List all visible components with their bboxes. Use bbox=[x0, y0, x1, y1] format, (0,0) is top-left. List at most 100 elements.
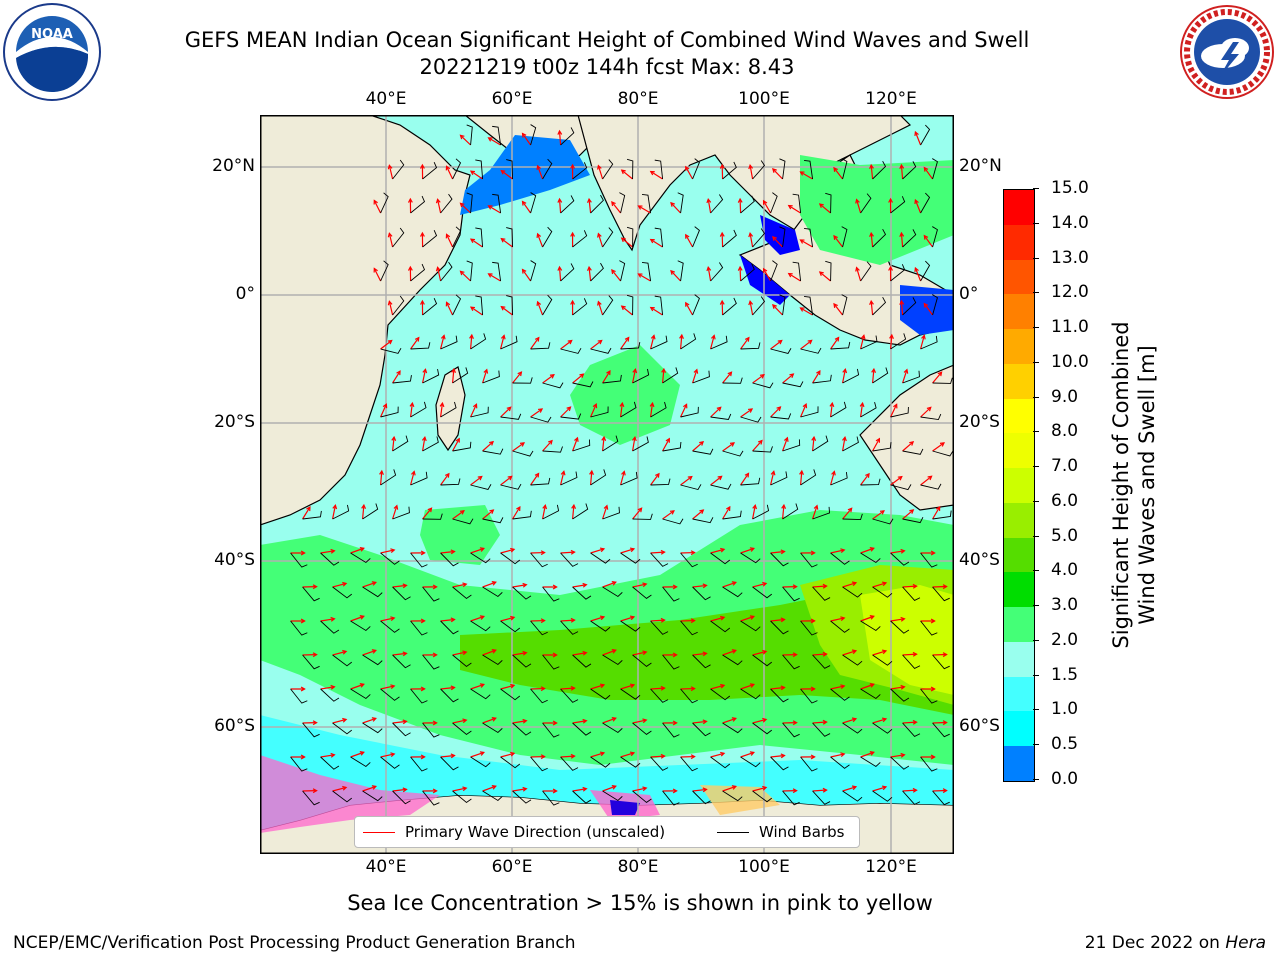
colorbar-tick-label: 14.0 bbox=[1051, 212, 1089, 233]
wave-arrow bbox=[560, 551, 575, 554]
wind-barb bbox=[620, 688, 641, 700]
wave-arrow-head bbox=[542, 504, 548, 510]
wind-barb bbox=[475, 159, 484, 180]
colorbar-segment bbox=[1004, 190, 1034, 225]
wind-barb bbox=[752, 382, 774, 389]
wave-arrow bbox=[812, 370, 821, 384]
wave-arrow-head bbox=[909, 509, 915, 514]
wind-barb bbox=[440, 401, 457, 418]
wind-barb bbox=[492, 193, 502, 214]
wave-arrow-head bbox=[780, 549, 786, 555]
wave-arrow-head bbox=[552, 652, 558, 658]
wave-arrow-head bbox=[822, 719, 828, 725]
wave-arrow-head bbox=[589, 469, 594, 475]
wave-low-icebound bbox=[260, 715, 954, 830]
colorbar-segment bbox=[1004, 711, 1034, 747]
wind-barb bbox=[902, 517, 924, 524]
wave-arrow bbox=[460, 270, 472, 282]
wave-arrow-head bbox=[685, 301, 690, 307]
wave-arrow bbox=[460, 202, 472, 214]
wave-arrow-head bbox=[371, 649, 377, 654]
wave-arrow bbox=[752, 718, 767, 724]
wind-barb bbox=[782, 586, 800, 602]
wave-arrow bbox=[752, 374, 765, 384]
wind-barb bbox=[362, 586, 383, 598]
wind-barb bbox=[902, 586, 921, 601]
wave-arrow bbox=[772, 304, 784, 316]
wind-barb bbox=[800, 620, 818, 636]
wave-arrow bbox=[482, 581, 496, 588]
wind-barb bbox=[470, 688, 491, 700]
wave-arrow-head bbox=[851, 785, 858, 791]
wave-arrow-head bbox=[670, 201, 675, 207]
wave-arrow-head bbox=[390, 752, 396, 758]
wind-barb bbox=[542, 654, 560, 670]
wave-arrow-head bbox=[469, 333, 474, 339]
wave-arrow bbox=[452, 583, 467, 588]
wind-barb bbox=[920, 335, 938, 350]
wind-barb bbox=[590, 194, 604, 214]
chart-subtitle: 20221219 t00z 144h fcst Max: 8.43 bbox=[419, 55, 795, 79]
wave-arrow-head bbox=[332, 504, 338, 510]
wave-arrow-head bbox=[432, 720, 438, 726]
wind-barb bbox=[841, 226, 848, 248]
wind-barb bbox=[722, 654, 743, 666]
wave-arrow-head bbox=[359, 615, 365, 620]
wave-arrow bbox=[500, 616, 515, 622]
wave-arrow-head bbox=[869, 615, 875, 620]
wave-arrow bbox=[537, 165, 544, 180]
wind-barb bbox=[641, 193, 652, 214]
wave-arrow bbox=[800, 171, 813, 180]
wave-arrow-head bbox=[629, 751, 636, 757]
wind-barb bbox=[572, 381, 594, 388]
wave-arrow bbox=[752, 440, 763, 452]
wave-arrow-head bbox=[799, 239, 805, 244]
wave-arrow bbox=[685, 234, 694, 248]
wave-arrow-head bbox=[926, 406, 932, 412]
wind-barb bbox=[452, 367, 469, 384]
wind-barb bbox=[422, 722, 440, 738]
colorbar-tick-label: 9.0 bbox=[1051, 386, 1079, 407]
wind-barb bbox=[650, 688, 669, 703]
wave-arrow-head bbox=[611, 581, 617, 586]
wave-arrow bbox=[650, 755, 665, 758]
wave-arrow bbox=[739, 198, 742, 214]
wind-barb bbox=[662, 654, 680, 670]
wind-barb bbox=[890, 196, 906, 214]
wave-arrow bbox=[500, 475, 513, 486]
wave-arrow bbox=[811, 437, 815, 452]
wave-arrow-head bbox=[459, 134, 465, 140]
wave-arrow-head bbox=[783, 436, 789, 442]
wind-barb bbox=[422, 297, 438, 316]
wind-barb bbox=[782, 722, 800, 738]
footer-date-text: 21 Dec 2022 on bbox=[1084, 933, 1226, 953]
wave-arrow-head bbox=[716, 406, 722, 412]
wind-barb bbox=[590, 620, 611, 632]
wave-arrow-head bbox=[402, 719, 408, 725]
colorbar-segment bbox=[1004, 676, 1034, 712]
wind-barb bbox=[422, 790, 440, 806]
wave-arrow-head bbox=[699, 440, 705, 446]
wind-barb bbox=[770, 413, 792, 420]
wind-barb bbox=[512, 510, 532, 520]
wind-barb bbox=[872, 586, 893, 598]
wind-barb bbox=[542, 790, 560, 806]
wave-arrow bbox=[650, 687, 665, 690]
wind-barb bbox=[782, 381, 804, 388]
wave-arrow bbox=[900, 232, 904, 248]
wave-arrow-head bbox=[757, 439, 763, 445]
wind-barb bbox=[380, 260, 389, 282]
land-madagascar bbox=[435, 366, 466, 452]
wind-barb bbox=[332, 722, 353, 735]
wave-arrow-head bbox=[881, 785, 888, 791]
wave-arrow-head bbox=[582, 786, 588, 792]
wind-barb bbox=[872, 296, 887, 316]
wave-arrow bbox=[601, 437, 605, 452]
wave-arrow-head bbox=[840, 548, 846, 554]
wind-barb bbox=[722, 229, 737, 248]
wave-arrow bbox=[437, 199, 442, 214]
wave-arrow-head bbox=[642, 650, 648, 656]
wave-arrow bbox=[830, 471, 835, 486]
wave-arrow-head bbox=[939, 442, 946, 447]
wave-arrow-head bbox=[787, 204, 793, 210]
